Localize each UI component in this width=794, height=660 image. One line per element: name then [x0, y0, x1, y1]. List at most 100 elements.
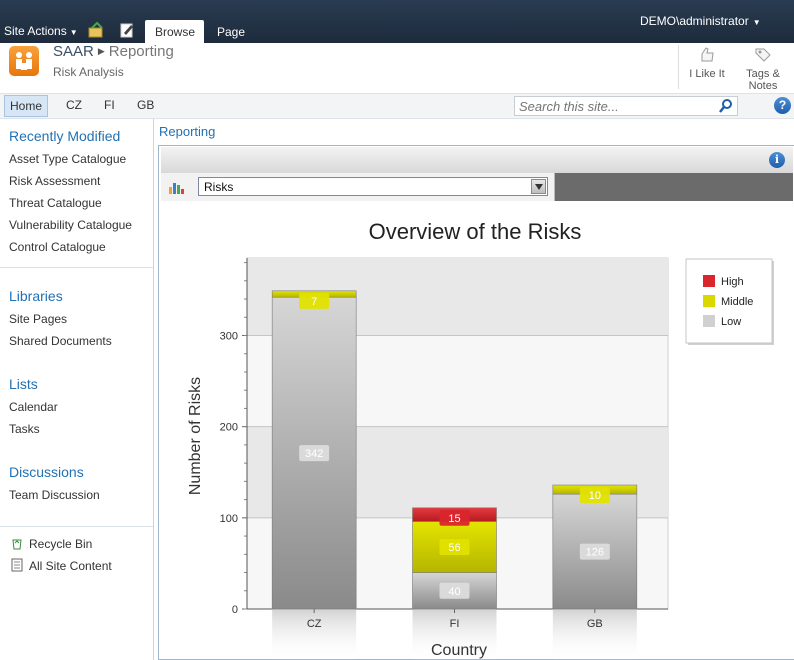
tags-notes-label-1: Tags & [746, 68, 780, 80]
tab-browse[interactable]: Browse [145, 20, 204, 43]
page-breadcrumb-link[interactable]: Reporting [159, 124, 216, 139]
recycle-bin-link[interactable]: Recycle Bin [10, 536, 92, 551]
breadcrumb-arrow-icon: ▶ [97, 46, 105, 56]
y-tick-label: 0 [232, 604, 238, 616]
data-label-box [579, 487, 610, 504]
data-label-box [299, 445, 330, 462]
list-item[interactable]: Asset Type Catalogue [9, 152, 127, 166]
i-like-it-button[interactable]: I Like It [683, 45, 731, 80]
legend-label: High [721, 276, 744, 288]
breadcrumb-current: Reporting [108, 43, 174, 60]
thumbs-up-icon [701, 47, 714, 62]
chart-title: Overview of the Risks [369, 219, 582, 244]
divider [0, 267, 153, 268]
legend-swatch-middle [703, 295, 715, 307]
x-tick-label: GB [587, 618, 603, 630]
report-dropdown-value: Risks [204, 180, 234, 194]
site-actions-label: Site Actions [4, 24, 67, 38]
x-axis-label: Country [431, 642, 487, 659]
site-logo-icon[interactable] [9, 46, 39, 76]
report-dropdown[interactable]: Risks [198, 177, 548, 196]
tag-icon [755, 48, 771, 62]
legend-box [685, 258, 773, 344]
nav-cz[interactable]: CZ [66, 98, 82, 112]
data-label: 40 [448, 586, 460, 598]
nav-fi[interactable]: FI [104, 98, 115, 112]
plot-area: 0 100 200 300 342 7 CZ 40 56 15 FI 126 10 GB [220, 257, 669, 660]
page-subtitle: Risk Analysis [53, 65, 124, 79]
legend-swatch-low [703, 315, 715, 327]
user-menu[interactable]: DEMO\administrator ▼ [640, 14, 761, 28]
recently-modified-heading[interactable]: Recently Modified [9, 128, 121, 144]
search-box [514, 96, 738, 116]
y-tick-label: 100 [220, 513, 238, 525]
recycle-bin-icon [12, 539, 22, 550]
data-label: 126 [586, 547, 604, 559]
bar-reflection [412, 610, 497, 660]
edit-page-icon[interactable] [119, 22, 135, 38]
help-icon[interactable]: ? [774, 97, 791, 114]
discussions-heading[interactable]: Discussions [9, 464, 84, 480]
divider [0, 526, 153, 527]
x-tick-label: CZ [307, 618, 322, 630]
lists-heading[interactable]: Lists [9, 376, 38, 392]
list-item[interactable]: Risk Assessment [9, 174, 101, 188]
tab-page[interactable]: Page [217, 25, 246, 39]
list-item[interactable]: Threat Catalogue [9, 196, 102, 210]
nav-home[interactable]: Home [4, 95, 49, 117]
data-label-box [579, 543, 610, 560]
data-label: 56 [448, 542, 460, 554]
info-icon[interactable]: i [769, 152, 785, 168]
bar-reflection [552, 610, 637, 660]
breadcrumb-site-link[interactable]: SAAR [53, 43, 94, 60]
all-site-content-link[interactable]: All Site Content [10, 558, 112, 573]
navigate-up-icon[interactable] [88, 22, 104, 38]
list-item[interactable]: Shared Documents [9, 334, 112, 348]
top-navigation: Home CZ FI GB ? [0, 93, 794, 119]
libraries-heading[interactable]: Libraries [9, 288, 63, 304]
search-input[interactable] [515, 97, 711, 115]
webpart-toolbar: Risks [161, 173, 793, 201]
list-item[interactable]: Tasks [9, 422, 40, 436]
site-actions-menu[interactable]: Site Actions ▼ [4, 24, 78, 38]
list-item[interactable]: Vulnerability Catalogue [9, 218, 132, 232]
list-item[interactable]: Control Catalogue [9, 240, 106, 254]
data-label-box [439, 582, 470, 599]
search-icon[interactable] [715, 97, 737, 115]
nav-gb[interactable]: GB [137, 98, 155, 112]
bar-chart-icon [169, 183, 184, 194]
site-content-icon [11, 558, 23, 572]
divider [678, 45, 679, 89]
tags-notes-button[interactable]: Tags & Notes [738, 45, 788, 92]
list-item[interactable]: Site Pages [9, 312, 68, 326]
breadcrumb: SAAR ▶ Reporting [53, 43, 174, 60]
data-label-box [439, 539, 470, 556]
i-like-it-label: I Like It [689, 68, 725, 80]
data-label: 10 [589, 490, 601, 502]
legend-swatch-high [703, 275, 715, 287]
quick-launch: Recently Modified Asset Type Catalogue R… [0, 119, 154, 660]
bar-reflection [272, 610, 357, 660]
y-tick-label: 200 [220, 422, 238, 434]
all-site-content-label: All Site Content [29, 559, 112, 573]
title-area: SAAR ▶ Reporting Risk Analysis I Like It T… [0, 43, 794, 93]
list-item[interactable]: Calendar [9, 400, 58, 414]
ribbon-bar: Site Actions ▼ Browse Page DEMO\administr… [0, 0, 794, 43]
report-selector-bar: Risks [161, 173, 555, 201]
tags-notes-label-2: Notes [748, 80, 778, 92]
chevron-down-icon: ▼ [752, 18, 761, 27]
data-label-box [299, 292, 330, 309]
legend-label: Low [721, 316, 741, 328]
recycle-bin-label: Recycle Bin [29, 537, 93, 551]
data-label-box [439, 509, 470, 526]
list-item[interactable]: Team Discussion [9, 488, 100, 502]
y-axis-label: Number of Risks [187, 377, 204, 495]
dropdown-arrow-icon[interactable] [531, 179, 546, 194]
user-name: DEMO\administrator [640, 14, 749, 28]
webpart-title-bar: i [161, 147, 793, 173]
data-label: 342 [305, 448, 323, 460]
chart-legend: High Middle Low [685, 258, 774, 345]
chevron-down-icon: ▼ [69, 28, 78, 37]
x-tick-label: FI [450, 618, 460, 630]
data-label: 7 [311, 296, 317, 308]
